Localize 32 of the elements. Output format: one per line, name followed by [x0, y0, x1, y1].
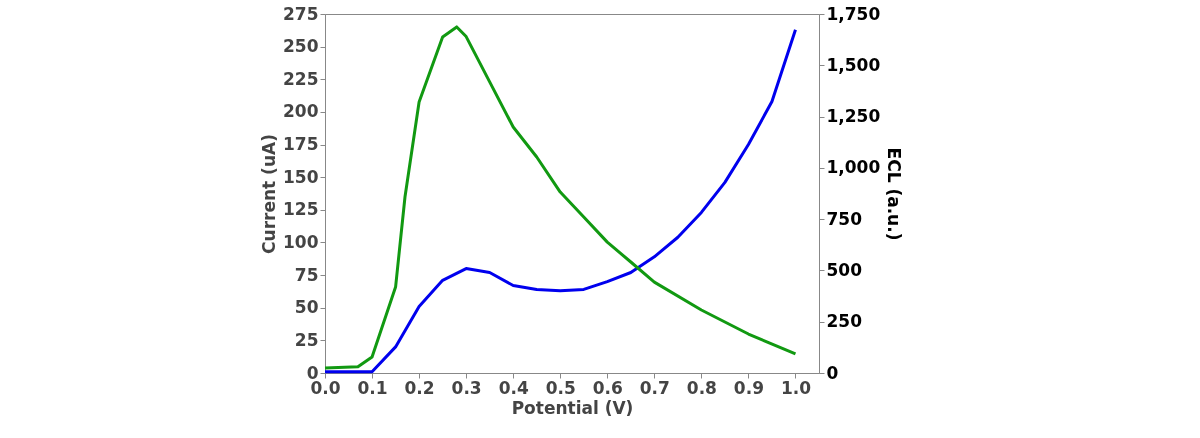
y2-tick-label: 0 — [826, 362, 839, 383]
y-tick-label: 250 — [283, 36, 319, 57]
y2-tick-label: 1,250 — [826, 106, 881, 127]
y2-axis-title: ECL (a.u.) — [884, 147, 905, 241]
y-tick-label: 225 — [283, 68, 319, 89]
x-tick-label: 0.8 — [686, 377, 717, 398]
x-tick-label: 1.0 — [780, 377, 812, 398]
x-tick-label: 0.4 — [498, 377, 529, 398]
x-tick-label: 0.3 — [451, 377, 482, 398]
x-tick-label: 0.7 — [639, 377, 670, 398]
y-tick-label: 100 — [283, 231, 319, 252]
y-tick-label: 275 — [283, 3, 319, 24]
y-tick-label: 25 — [294, 329, 319, 350]
y2-tick-label: 1,750 — [826, 3, 881, 24]
y2-tick-label: 750 — [826, 208, 863, 229]
y-tick-label: 50 — [294, 297, 319, 318]
x-tick-label: 0.5 — [545, 377, 576, 398]
x-axis-title: Potential (V) — [511, 397, 634, 418]
y-tick-label: 200 — [283, 101, 319, 122]
y-tick-label: 150 — [283, 166, 319, 187]
y2-tick-label: 1,500 — [826, 54, 881, 75]
y-axis-title: Current (uA) — [259, 134, 280, 254]
x-tick-label: 0.6 — [592, 377, 623, 398]
x-tick-label: 0.2 — [404, 377, 435, 398]
y-tick-label: 175 — [283, 134, 319, 155]
y2-tick-label: 250 — [826, 311, 863, 332]
x-tick-label: 0.1 — [357, 377, 388, 398]
y2-tick-label: 500 — [826, 259, 863, 280]
x-tick-label: 0.9 — [733, 377, 764, 398]
y2-tick-label: 1,000 — [826, 157, 881, 178]
y-tick-label: 125 — [283, 199, 319, 220]
y-tick-label: 75 — [294, 264, 319, 285]
